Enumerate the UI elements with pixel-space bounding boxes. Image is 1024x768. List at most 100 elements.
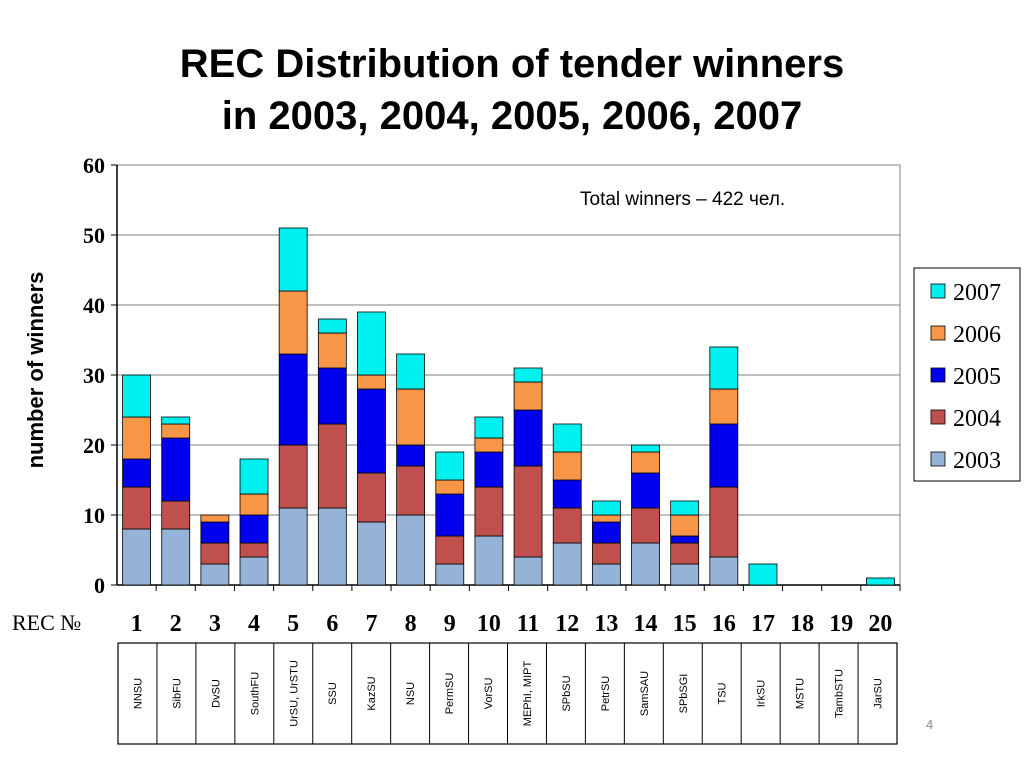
- bar-segment: [396, 465, 426, 516]
- bar-segment: [474, 486, 504, 537]
- bar-segment: [474, 451, 504, 488]
- bar-segment: [591, 521, 621, 544]
- bar-segment: [396, 388, 426, 446]
- x-tick-label: 19: [829, 611, 853, 637]
- x-tick-label: 8: [405, 611, 417, 637]
- bar-segment: [122, 528, 151, 586]
- bar-segment: [591, 514, 621, 523]
- bar-segment: [239, 493, 269, 516]
- bar-segment: [357, 388, 386, 474]
- legend-label: 2005: [953, 364, 1001, 390]
- page-number: 4: [926, 717, 934, 732]
- university-label: SibFU: [171, 678, 183, 709]
- x-tick-label: 15: [673, 611, 697, 637]
- bar-segment: [396, 514, 426, 586]
- bar-segment: [631, 507, 660, 544]
- total-winners-annotation: Total winners – 422 чел.: [580, 189, 785, 210]
- bar-segment: [200, 563, 230, 586]
- university-label: TambSTU: [834, 669, 846, 718]
- bar-segment: [513, 556, 543, 586]
- y-tick-label: 40: [83, 293, 105, 318]
- legend-label: 2004: [953, 406, 1001, 432]
- bar-segment: [591, 542, 621, 565]
- bar-segment: [552, 451, 582, 481]
- legend-label: 2003: [953, 448, 1001, 474]
- bar-segment: [670, 514, 700, 537]
- bar-segment: [200, 514, 230, 523]
- bar-segment: [278, 353, 308, 446]
- bar-segment: [435, 563, 465, 586]
- y-tick-label: 20: [83, 433, 105, 458]
- x-tick-label: 9: [444, 611, 456, 637]
- bar-segment: [552, 507, 582, 544]
- bar-segment: [239, 458, 269, 495]
- bar-segment: [748, 563, 778, 586]
- university-label: SamSAU: [639, 671, 651, 716]
- bar-segment: [122, 486, 151, 530]
- bar-segment: [866, 577, 895, 586]
- x-tick-label: 1: [131, 611, 143, 637]
- y-axis-label: number of winners: [23, 272, 48, 469]
- legend-label: 2007: [953, 280, 1001, 306]
- university-label: MEPhI, MIPT: [522, 661, 534, 727]
- bar-segment: [513, 409, 543, 467]
- bar-segment: [396, 444, 426, 467]
- bar-segment: [200, 542, 230, 565]
- bar-segment: [474, 437, 504, 453]
- university-label: KazSU: [366, 676, 378, 710]
- x-tick-label: 2: [170, 611, 182, 637]
- bar-segment: [513, 367, 543, 383]
- x-tick-label: 11: [517, 611, 540, 637]
- bar-segment: [317, 367, 347, 425]
- university-label: MSTU: [795, 678, 807, 709]
- bar-segment: [670, 500, 700, 516]
- bar-segment: [552, 479, 582, 509]
- bar-segment: [357, 311, 386, 376]
- x-tick-label: 5: [287, 611, 299, 637]
- bar-segment: [357, 472, 386, 523]
- bar-segment: [631, 472, 660, 509]
- bar-segment: [161, 437, 191, 502]
- bar-segment: [709, 388, 739, 425]
- bar-segment: [239, 556, 269, 586]
- bar-segment: [161, 528, 191, 586]
- bar-segment: [278, 507, 308, 586]
- bar-segment: [122, 416, 151, 460]
- bar-segment: [670, 563, 700, 586]
- legend-swatch: [930, 367, 946, 383]
- bar-segment: [670, 535, 700, 544]
- bar-segment: [552, 542, 582, 586]
- x-tick-label: 12: [555, 611, 579, 637]
- x-tick-label: 3: [209, 611, 221, 637]
- y-tick-label: 0: [94, 573, 105, 598]
- bar-segment: [122, 374, 151, 418]
- bar-segment: [709, 346, 739, 390]
- bar-segment: [709, 486, 739, 558]
- legend-swatch: [930, 451, 946, 467]
- bar-segment: [317, 423, 347, 509]
- bar-segment: [513, 381, 543, 411]
- title-line-1: REC Distribution of tender winners: [179, 42, 845, 86]
- bar-segment: [396, 353, 426, 390]
- x-tick-label: 18: [790, 611, 814, 637]
- y-tick-label: 50: [83, 223, 105, 248]
- x-tick-label: 17: [751, 611, 775, 637]
- university-label: SouthFU: [249, 672, 261, 715]
- bar-segment: [278, 290, 308, 355]
- university-label: NNSU: [132, 678, 144, 709]
- legend-swatch: [930, 283, 946, 299]
- bar-segment: [709, 556, 739, 586]
- bar-segment: [357, 374, 386, 390]
- university-label: DvSU: [210, 679, 222, 708]
- y-tick-label: 60: [83, 153, 105, 178]
- university-label: IrkSU: [756, 680, 768, 708]
- university-label: SPbSU: [561, 675, 573, 711]
- y-tick-label: 10: [83, 503, 105, 528]
- bar-segment: [435, 479, 465, 495]
- x-tick-label: 6: [326, 611, 338, 637]
- x-tick-label: 10: [477, 611, 501, 637]
- x-tick-label: 16: [712, 611, 736, 637]
- bar-segment: [317, 507, 347, 586]
- bar-segment: [591, 500, 621, 516]
